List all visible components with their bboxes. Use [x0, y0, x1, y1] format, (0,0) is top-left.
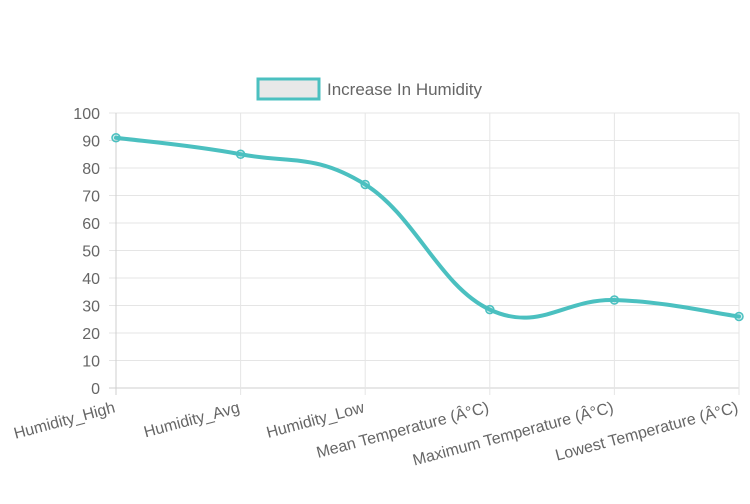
legend-swatch[interactable]	[256, 77, 321, 101]
legend-label[interactable]: Increase In Humidity	[327, 80, 482, 99]
data-point[interactable]	[734, 311, 744, 322]
chart-grid	[109, 112, 740, 395]
data-point[interactable]	[609, 295, 620, 305]
chart-legend[interactable]: Increase In Humidity	[256, 77, 482, 101]
data-point[interactable]	[485, 304, 495, 315]
y-tick-label: 50	[82, 244, 100, 261]
series-layer	[111, 133, 744, 322]
y-tick-label: 100	[73, 106, 100, 123]
series-line	[114, 135, 741, 320]
y-tick-label: 90	[82, 134, 100, 151]
x-axis-ticks: Humidity_High Humidity_Avg Humidity_LowMea…	[12, 398, 740, 470]
y-tick-label: 80	[82, 161, 100, 178]
y-tick-label: 10	[82, 354, 100, 371]
y-tick-label: 40	[82, 271, 100, 288]
y-tick-label: 20	[82, 326, 100, 343]
y-tick-label: 70	[82, 189, 100, 206]
y-tick-label: 0	[91, 381, 100, 398]
x-tick-label: Maximum Temperature (Â°C)	[411, 398, 616, 470]
data-point[interactable]	[360, 179, 370, 190]
x-tick-label: Humidity_High	[12, 399, 117, 442]
y-tick-label: 60	[82, 216, 100, 233]
data-point[interactable]	[235, 149, 246, 159]
y-axis-ticks: 0 10 20 30 40 50 60 70 80 90 100	[73, 106, 100, 398]
y-tick-label: 30	[82, 299, 100, 316]
data-point[interactable]	[111, 133, 121, 143]
x-tick-label: Humidity_Avg	[142, 399, 241, 441]
